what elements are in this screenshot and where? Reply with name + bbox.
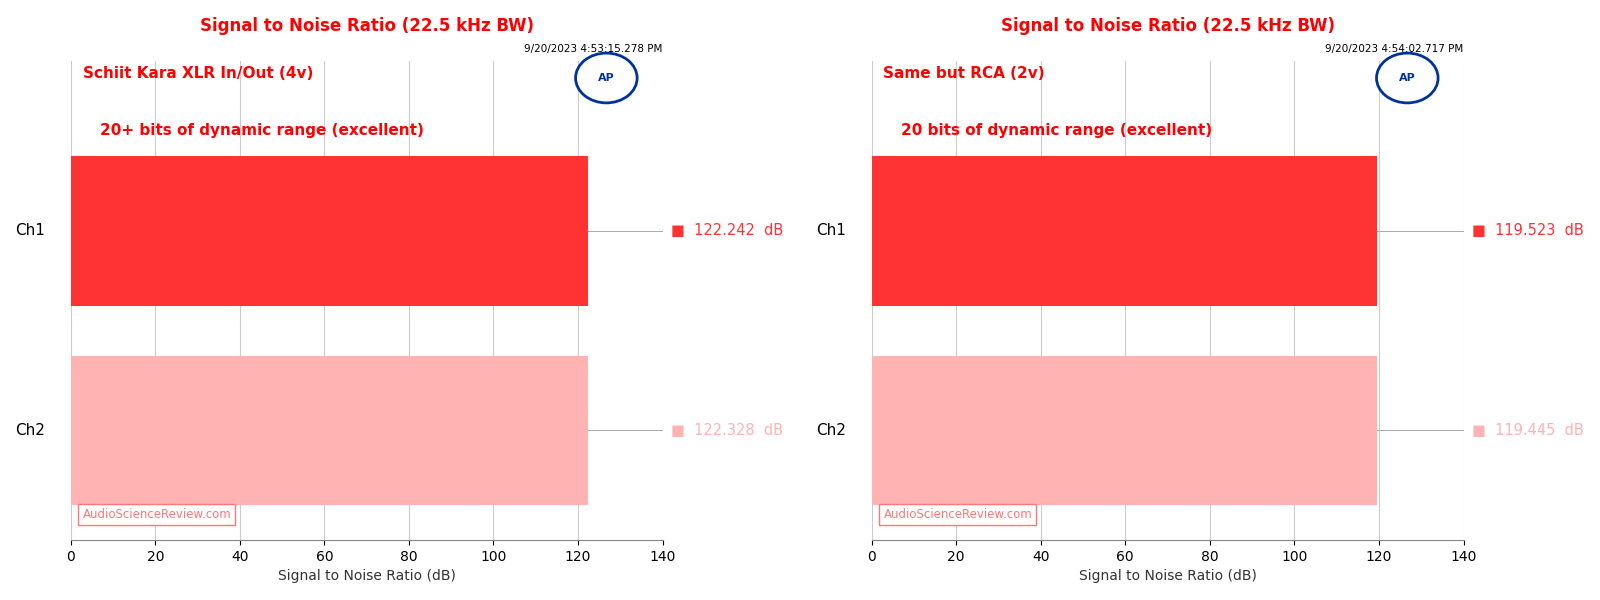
Text: ■  119.523  dB: ■ 119.523 dB bbox=[1472, 223, 1584, 238]
Text: AudioScienceReview.com: AudioScienceReview.com bbox=[883, 508, 1032, 521]
Bar bbox=[70, 356, 587, 505]
Bar bbox=[872, 356, 1376, 505]
X-axis label: Signal to Noise Ratio (dB): Signal to Noise Ratio (dB) bbox=[278, 569, 456, 583]
Text: 20 bits of dynamic range (excellent): 20 bits of dynamic range (excellent) bbox=[901, 124, 1213, 139]
Bar bbox=[70, 156, 587, 305]
Text: Ch2: Ch2 bbox=[816, 423, 846, 438]
Title: Signal to Noise Ratio (22.5 kHz BW): Signal to Noise Ratio (22.5 kHz BW) bbox=[1000, 17, 1334, 35]
Text: Ch1: Ch1 bbox=[16, 223, 45, 238]
Text: 9/20/2023 4:53:15.278 PM: 9/20/2023 4:53:15.278 PM bbox=[525, 44, 662, 54]
Text: Schiit Kara XLR In/Out (4v): Schiit Kara XLR In/Out (4v) bbox=[83, 66, 314, 81]
Circle shape bbox=[1376, 53, 1438, 103]
Text: ■  122.328  dB: ■ 122.328 dB bbox=[670, 423, 782, 438]
X-axis label: Signal to Noise Ratio (dB): Signal to Noise Ratio (dB) bbox=[1078, 569, 1256, 583]
Bar bbox=[872, 156, 1378, 305]
Text: AP: AP bbox=[598, 73, 614, 83]
Circle shape bbox=[576, 53, 637, 103]
Text: Same but RCA (2v): Same but RCA (2v) bbox=[883, 66, 1045, 81]
Text: 9/20/2023 4:54:02.717 PM: 9/20/2023 4:54:02.717 PM bbox=[1325, 44, 1464, 54]
Text: Ch1: Ch1 bbox=[816, 223, 846, 238]
Title: Signal to Noise Ratio (22.5 kHz BW): Signal to Noise Ratio (22.5 kHz BW) bbox=[200, 17, 534, 35]
Text: Ch2: Ch2 bbox=[16, 423, 45, 438]
Text: AP: AP bbox=[1398, 73, 1416, 83]
Text: ■  122.242  dB: ■ 122.242 dB bbox=[670, 223, 784, 238]
Text: AudioScienceReview.com: AudioScienceReview.com bbox=[83, 508, 232, 521]
Text: 20+ bits of dynamic range (excellent): 20+ bits of dynamic range (excellent) bbox=[101, 124, 424, 139]
Text: ■  119.445  dB: ■ 119.445 dB bbox=[1472, 423, 1584, 438]
